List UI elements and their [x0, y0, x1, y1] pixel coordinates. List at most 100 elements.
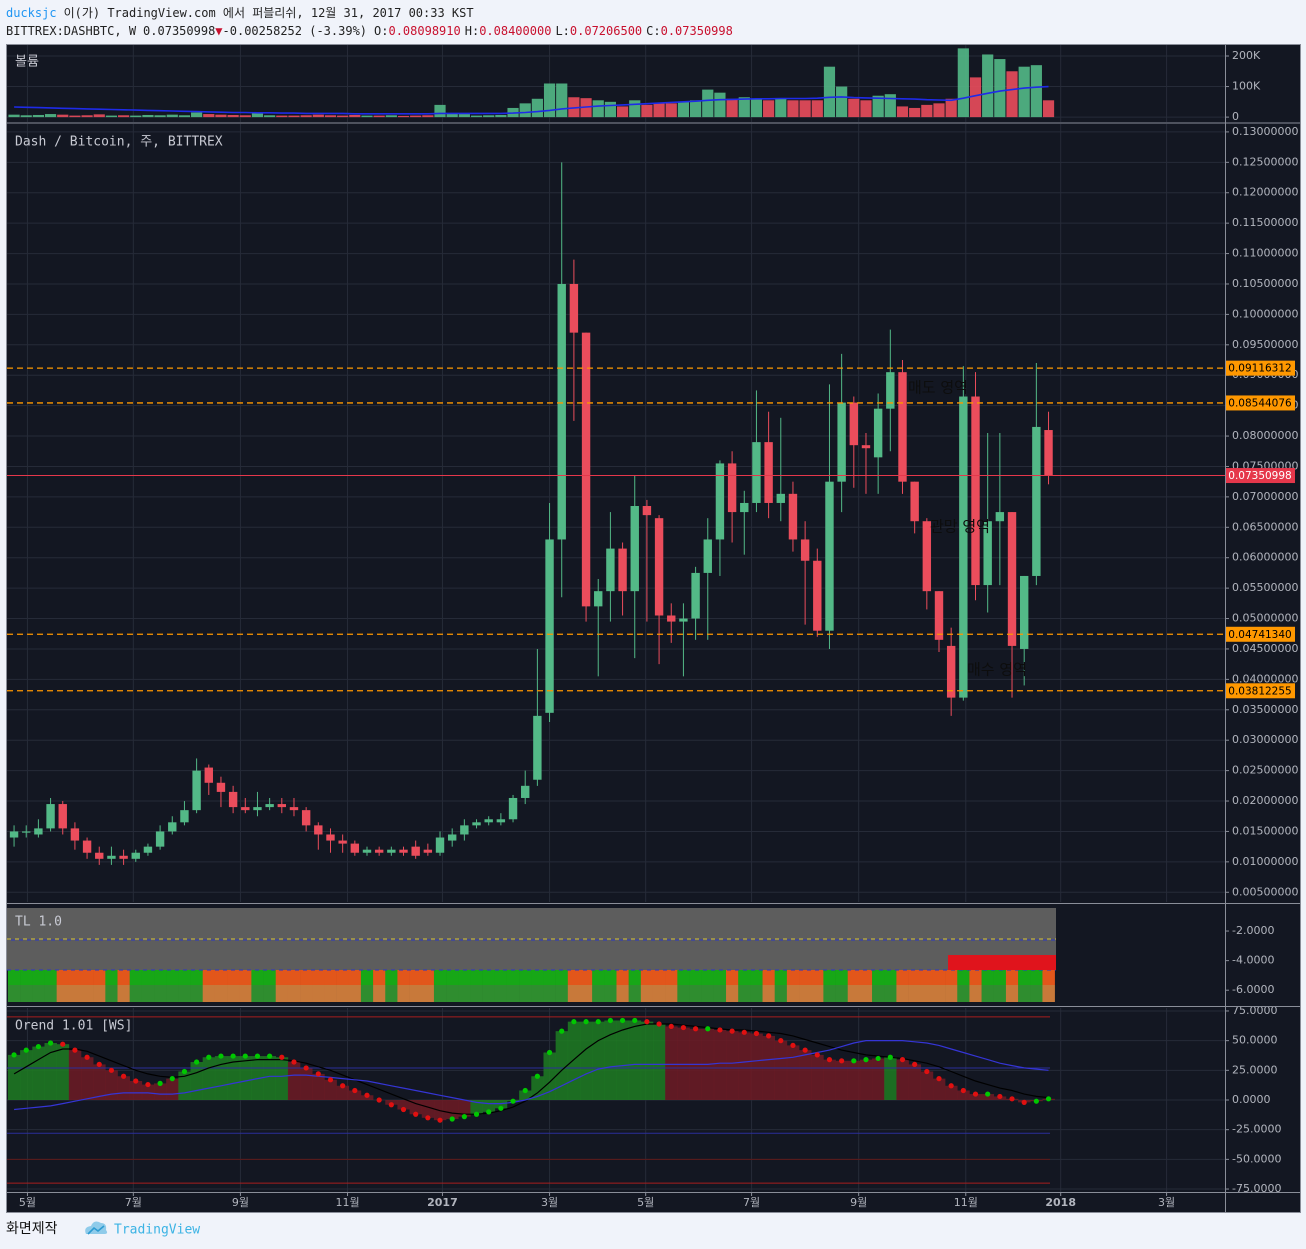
logo-mark — [87, 1225, 105, 1235]
orend-area — [920, 1071, 934, 1100]
orend-area — [458, 1100, 471, 1117]
volume-bar — [616, 106, 629, 118]
candle-body — [825, 481, 834, 631]
tl-cell — [884, 970, 897, 985]
candle-body — [873, 408, 883, 458]
header-user: ducksjc — [6, 6, 57, 20]
orend-area — [640, 1021, 654, 1100]
candle-body — [411, 846, 420, 856]
tl-cell — [896, 985, 909, 1002]
tl-cell — [823, 985, 836, 1002]
tl-cell — [859, 985, 873, 1002]
volume-bar — [811, 100, 823, 118]
orend-area — [908, 1064, 922, 1100]
tl-cell — [20, 970, 33, 985]
orend-dot — [47, 1040, 54, 1046]
tl-cell — [336, 985, 350, 1002]
orend-dot — [741, 1029, 747, 1035]
volume-bar — [982, 54, 994, 118]
orend-dot — [668, 1023, 674, 1029]
footer-brand[interactable]: TradingView — [114, 1223, 200, 1238]
orend-dot — [705, 1026, 711, 1032]
orend-area — [312, 1073, 325, 1100]
tl-cell — [1018, 985, 1031, 1002]
volume-bar — [957, 48, 969, 118]
volume-bar — [556, 83, 568, 118]
volume-bar — [738, 97, 750, 118]
header-value: 0.08400000 — [479, 24, 551, 38]
candle-body — [995, 512, 1005, 522]
tl-cell — [713, 970, 727, 985]
tl-cell — [945, 985, 958, 1002]
tl-cell — [847, 985, 861, 1002]
orend-area — [421, 1100, 435, 1118]
tl-cell — [56, 985, 70, 1002]
orend-dot — [242, 1053, 248, 1059]
tl-cell — [835, 985, 849, 1002]
y-tick-label: -50.0000 — [1232, 1152, 1281, 1165]
orend-area — [932, 1078, 946, 1100]
tl-cell — [993, 970, 1007, 985]
y-tick-label: -6.0000 — [1232, 983, 1274, 996]
tl-cell — [957, 970, 970, 985]
candle-body — [447, 834, 457, 841]
tl-cell — [494, 985, 508, 1002]
candle-body — [265, 804, 274, 808]
x-tick-label: 7월 — [125, 1196, 142, 1209]
volume-bar — [69, 115, 81, 118]
orend-area — [227, 1056, 240, 1100]
orend-dot — [315, 1071, 321, 1077]
annotation: 매도 영역 — [908, 379, 968, 397]
volume-bar — [337, 115, 349, 118]
candle-body — [642, 506, 652, 516]
orend-area — [275, 1057, 289, 1100]
orend-area — [628, 1020, 642, 1100]
tl-cell — [373, 985, 386, 1002]
volume-bar — [909, 107, 921, 118]
volume-bar — [300, 115, 312, 118]
volume-bar — [799, 100, 811, 118]
orend-area — [348, 1090, 362, 1100]
orend-dot — [972, 1091, 979, 1097]
orend-area — [324, 1079, 337, 1100]
orend-area — [981, 1094, 995, 1100]
orend-area — [677, 1027, 690, 1100]
y-tick-label: -75.0000 — [1232, 1182, 1281, 1195]
x-tick-label: 11월 — [954, 1196, 978, 1209]
orend-dot — [960, 1087, 966, 1094]
orend-area — [726, 1031, 739, 1100]
orend-dot — [327, 1077, 334, 1083]
panel-title: TL 1.0 — [15, 915, 62, 930]
tl-cell — [689, 985, 702, 1002]
header-label: H: — [465, 24, 479, 38]
y-tick-label: 0.12000000 — [1232, 186, 1298, 199]
candle-body — [800, 539, 810, 561]
volume-bar — [629, 100, 641, 118]
tl-cell — [506, 970, 520, 985]
tl-cell — [141, 970, 155, 985]
y-tick-label: 25.0000 — [1232, 1063, 1278, 1076]
volume-bar — [775, 98, 787, 118]
y-tick-label: 0.05000000 — [1232, 612, 1298, 625]
candle-body — [545, 539, 554, 713]
volume-bar — [933, 103, 945, 118]
candle-body — [691, 572, 700, 619]
orend-dot — [352, 1087, 358, 1094]
orend-dot — [875, 1055, 881, 1062]
orend-area — [141, 1084, 155, 1100]
tl-cell — [567, 985, 581, 1002]
orend-dot — [96, 1061, 102, 1067]
volume-bar — [592, 100, 604, 118]
volume-bar — [81, 115, 93, 118]
orend-dot — [656, 1021, 662, 1027]
orend-area — [616, 1020, 629, 1100]
candle-body — [1032, 426, 1041, 576]
tl-cell — [932, 970, 946, 985]
candle-body — [740, 502, 749, 513]
tl-cell — [847, 970, 861, 985]
tl-cell — [360, 970, 374, 985]
tl-cell — [227, 970, 240, 985]
volume-bar — [896, 106, 909, 118]
tl-cell — [738, 985, 751, 1002]
candle-body — [338, 840, 347, 844]
